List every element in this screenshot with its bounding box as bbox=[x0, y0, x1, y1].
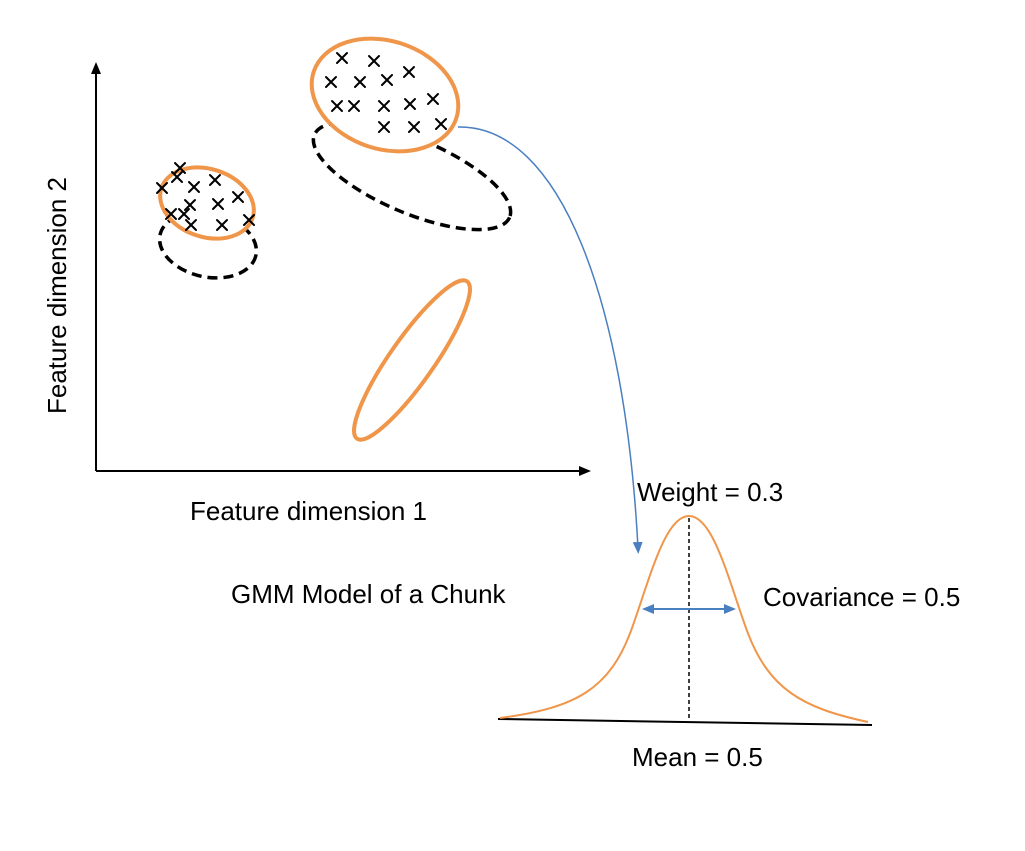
chunk-caption: GMM Model of a Chunk bbox=[231, 579, 507, 609]
data-point-icon bbox=[212, 198, 224, 210]
cluster-ellipse-left bbox=[158, 165, 256, 241]
data-point-icon bbox=[174, 162, 186, 174]
data-point-icon bbox=[156, 182, 168, 194]
data-point-icon bbox=[435, 118, 447, 130]
data-point-icon bbox=[348, 100, 360, 112]
cluster-ellipse-top bbox=[309, 36, 461, 154]
data-point-icon bbox=[184, 199, 196, 211]
data-point-icon bbox=[243, 214, 255, 226]
data-point-icon bbox=[378, 121, 390, 133]
data-point-icon bbox=[165, 208, 177, 220]
x-axis-label: Feature dimension 1 bbox=[190, 496, 427, 526]
data-point-icon bbox=[368, 55, 380, 67]
data-point-icon bbox=[185, 219, 197, 231]
data-point-icon bbox=[325, 76, 337, 88]
data-point-icon bbox=[408, 121, 420, 133]
data-point-icon bbox=[427, 93, 439, 105]
data-point-icon bbox=[178, 208, 190, 220]
y-axis-label: Feature dimension 2 bbox=[42, 177, 72, 414]
data-point-icon bbox=[381, 74, 393, 86]
data-point-icon bbox=[336, 52, 348, 64]
data-point-icon bbox=[209, 174, 221, 186]
data-point-icon bbox=[378, 100, 390, 112]
data-point-icon bbox=[331, 100, 343, 112]
gaussian-baseline bbox=[497, 718, 873, 726]
data-point-icon bbox=[188, 181, 200, 193]
weight-label: Weight = 0.3 bbox=[637, 477, 783, 507]
data-point-icon bbox=[403, 66, 415, 78]
mean-label: Mean = 0.5 bbox=[632, 742, 763, 772]
data-points bbox=[156, 52, 447, 231]
data-point-icon bbox=[216, 219, 228, 231]
data-point-icon bbox=[404, 98, 416, 110]
covariance-label: Covariance = 0.5 bbox=[763, 582, 960, 612]
link-arrow bbox=[457, 126, 643, 554]
data-point-icon bbox=[232, 191, 244, 203]
gaussian-curve bbox=[499, 514, 869, 723]
cluster-ellipse-diagonal bbox=[352, 278, 472, 442]
data-point-icon bbox=[354, 76, 366, 88]
data-point-icon bbox=[171, 171, 183, 183]
